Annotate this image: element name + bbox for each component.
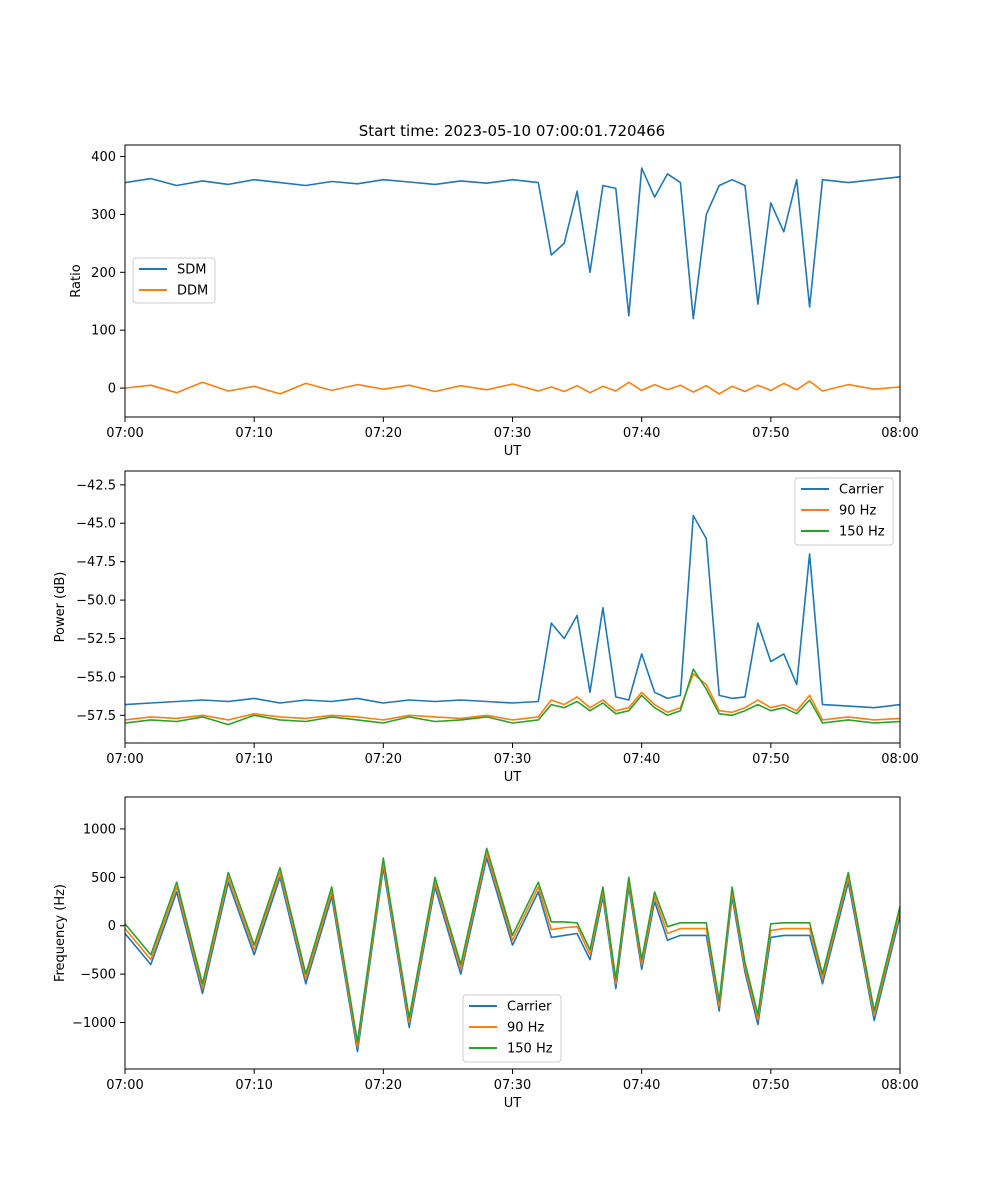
y-tick-label: −1000: [72, 1016, 116, 1031]
x-tick-label: 07:20: [365, 752, 402, 767]
x-tick-label: 07:10: [235, 1078, 272, 1093]
y-tick-label: −42.5: [76, 478, 116, 493]
x-tick-label: 07:50: [752, 426, 789, 441]
x-tick-label: 07:10: [235, 752, 272, 767]
y-tick-label: 400: [91, 150, 116, 165]
x-tick-label: 07:50: [752, 1078, 789, 1093]
y-tick-label: 300: [91, 208, 116, 223]
x-tick-label: 08:00: [881, 752, 918, 767]
x-tick-label: 07:10: [235, 426, 272, 441]
subplot-3: 07:00 07:10 07:20 07:30 07:40 07:50 08:00 −1000…: [53, 796, 919, 1111]
y-axis-label: Ratio: [69, 264, 84, 297]
x-tick-label: 07:30: [494, 426, 531, 441]
y-tick-label: −57.5: [76, 709, 116, 724]
y-tick-label: 500: [91, 871, 116, 886]
y-axis-label: Frequency (Hz): [53, 884, 68, 982]
legend-label: Carrier: [839, 483, 884, 498]
legend-box: [794, 477, 894, 546]
y-tick-label: −500: [80, 968, 116, 983]
x-axis-label: UT: [504, 1096, 522, 1111]
series-line-3-2: [124, 852, 901, 1048]
x-axis-label: UT: [504, 770, 522, 785]
y-tick-label: 200: [91, 266, 116, 281]
legend-label: 150 Hz: [839, 525, 885, 540]
x-tick-label: 07:00: [106, 752, 143, 767]
legend-label: Carrier: [507, 1000, 552, 1015]
x-tick-label: 07:40: [623, 426, 660, 441]
legend: Carrier 90 Hz 150 Hz: [794, 477, 894, 546]
series-line-1-1: [124, 167, 901, 320]
x-tick-label: 07:20: [365, 1078, 402, 1093]
x-tick-label: 07:40: [623, 752, 660, 767]
y-tick-label: 0: [108, 382, 116, 397]
x-tick-label: 07:30: [494, 752, 531, 767]
legend-label: 150 Hz: [507, 1042, 553, 1057]
y-axis-label: Power (dB): [53, 572, 68, 643]
series-line-3-3: [124, 847, 901, 1043]
x-tick-label: 07:20: [365, 426, 402, 441]
series-line-2-1: [124, 514, 901, 709]
legend-label: 90 Hz: [839, 504, 876, 519]
legend-label: SDM: [177, 263, 206, 278]
x-tick-label: 07:00: [106, 426, 143, 441]
figure-title: Start time: 2023-05-10 07:00:01.720466: [359, 122, 665, 140]
y-tick-label: −47.5: [76, 555, 116, 570]
legend: SDM DDM: [132, 257, 216, 304]
y-tick-label: 1000: [83, 822, 116, 837]
series-line-1-2: [124, 380, 901, 395]
x-tick-label: 07:00: [106, 1078, 143, 1093]
x-tick-label: 07:50: [752, 752, 789, 767]
legend-label: DDM: [177, 284, 208, 299]
legend: Carrier 90 Hz 150 Hz: [462, 994, 562, 1063]
y-tick-label: −45.0: [76, 517, 116, 532]
y-tick-label: 100: [91, 324, 116, 339]
series-line-2-3: [124, 668, 901, 726]
y-tick-label: 0: [108, 919, 116, 934]
series-line-2-2: [124, 672, 901, 721]
legend-box: [462, 994, 562, 1063]
subplot-1: 07:00 07:10 07:20 07:30 07:40 07:50 08:00 0 100 2…: [69, 144, 919, 459]
legend-label: 90 Hz: [507, 1021, 544, 1036]
y-tick-label: −55.0: [76, 670, 116, 685]
x-tick-label: 08:00: [881, 426, 918, 441]
y-tick-label: −52.5: [76, 632, 116, 647]
x-axis-label: UT: [504, 444, 522, 459]
subplot-2: 07:00 07:10 07:20 07:30 07:40 07:50 08:00 −57.5…: [53, 470, 919, 785]
series-line-3-1: [124, 857, 901, 1053]
y-tick-label: −50.0: [76, 594, 116, 609]
x-tick-label: 08:00: [881, 1078, 918, 1093]
subplots: 07:00 07:10 07:20 07:30 07:40 07:50 08:00 0 100 2…: [53, 144, 919, 1111]
x-tick-label: 07:40: [623, 1078, 660, 1093]
x-tick-label: 07:30: [494, 1078, 531, 1093]
